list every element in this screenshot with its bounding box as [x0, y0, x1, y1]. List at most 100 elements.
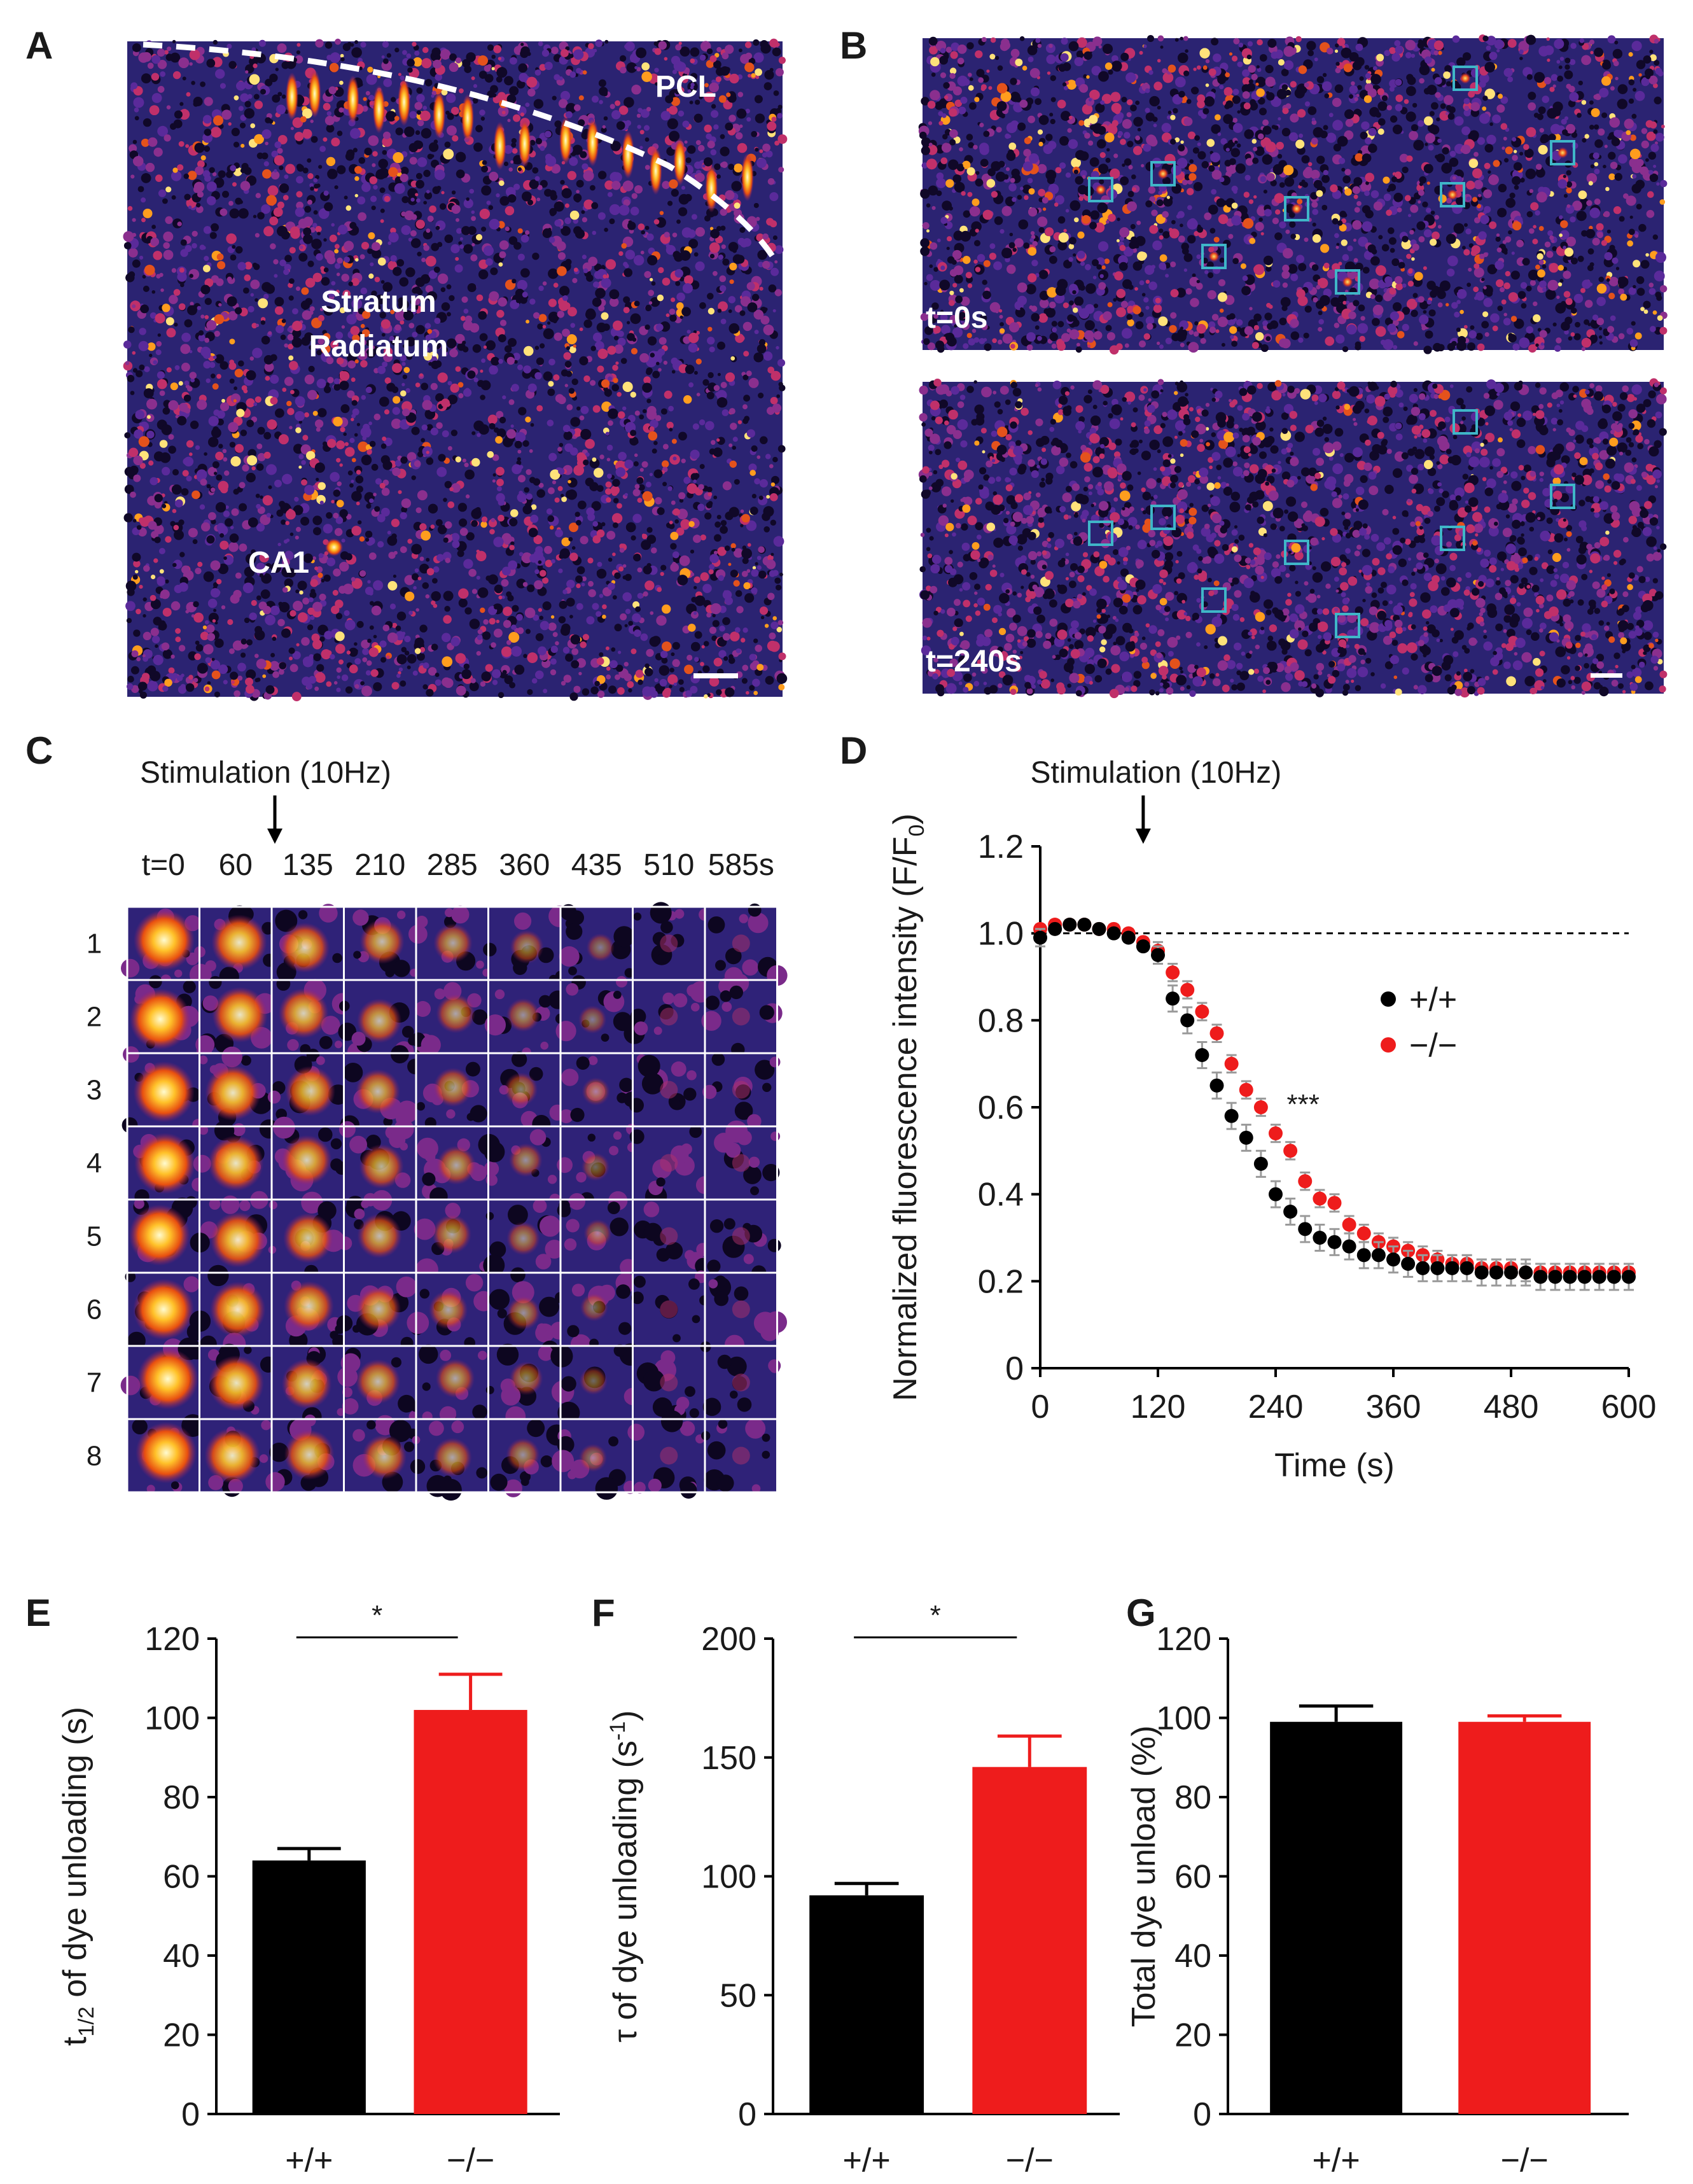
punctum [550, 615, 555, 619]
punctum [182, 76, 186, 81]
punctum [387, 632, 398, 643]
punctum [350, 128, 361, 139]
punctum [146, 430, 155, 439]
punctum [211, 374, 216, 379]
punctum [446, 93, 456, 103]
punctum [755, 113, 765, 123]
punctum [693, 252, 699, 257]
punctum [477, 55, 489, 66]
punctum [228, 362, 237, 370]
punctum [624, 493, 628, 496]
punctum [261, 152, 268, 160]
punctum [709, 626, 717, 634]
punctum [464, 463, 469, 468]
punctum [749, 470, 756, 476]
punctum [751, 445, 758, 452]
punctum [651, 547, 657, 554]
punctum [295, 427, 302, 433]
punctum [456, 685, 466, 696]
punctum [392, 622, 398, 628]
punctum [669, 314, 677, 322]
punctum [265, 141, 268, 146]
punctum [196, 202, 201, 207]
punctum [594, 340, 604, 351]
punctum [443, 678, 454, 689]
punctum [758, 339, 766, 346]
punctum [266, 464, 277, 475]
punctum [631, 347, 638, 355]
punctum [487, 414, 498, 424]
punctum [154, 494, 163, 503]
punctum [354, 193, 358, 198]
punctum [502, 395, 506, 400]
punctum [256, 595, 261, 601]
punctum [508, 167, 513, 172]
punctum [426, 557, 430, 562]
punctum [753, 203, 759, 208]
punctum [307, 607, 315, 615]
punctum [582, 576, 587, 582]
punctum [372, 242, 380, 251]
punctum [603, 274, 607, 279]
punctum [125, 580, 137, 592]
punctum [193, 612, 204, 623]
punctum [643, 591, 648, 597]
punctum [345, 151, 354, 161]
punctum [211, 657, 215, 661]
punctum [188, 528, 198, 538]
punctum [597, 365, 604, 373]
punctum [441, 302, 450, 311]
punctum [572, 546, 576, 550]
punctum [455, 256, 459, 261]
punctum [256, 463, 264, 471]
punctum [461, 669, 471, 680]
punctum [450, 483, 461, 493]
punctum [317, 232, 321, 235]
punctum [755, 68, 762, 76]
punctum [538, 560, 542, 564]
punctum [181, 565, 190, 574]
punctum [336, 272, 340, 277]
punctum [543, 371, 553, 381]
punctum [279, 662, 287, 669]
punctum [561, 226, 571, 236]
punctum [346, 650, 351, 655]
punctum [341, 674, 349, 682]
punctum [187, 305, 197, 316]
punctum [658, 41, 667, 50]
punctum [706, 502, 713, 508]
punctum [681, 458, 686, 463]
punctum [454, 264, 463, 273]
punctum [489, 365, 498, 375]
punctum [178, 303, 186, 311]
punctum [730, 423, 737, 430]
punctum [433, 139, 438, 144]
punctum [619, 547, 625, 553]
punctum [421, 382, 429, 391]
punctum [412, 573, 419, 581]
punctum [219, 402, 230, 412]
punctum [425, 285, 433, 293]
punctum [493, 536, 504, 547]
punctum [770, 493, 778, 501]
punctum [538, 608, 543, 612]
punctum [520, 268, 530, 278]
punctum [281, 628, 291, 638]
punctum [767, 592, 775, 600]
punctum [669, 685, 672, 689]
punctum [749, 507, 758, 515]
punctum [386, 382, 396, 392]
punctum [646, 648, 654, 657]
punctum [207, 633, 215, 641]
punctum [676, 302, 684, 310]
punctum [312, 223, 317, 228]
punctum [345, 205, 351, 211]
punctum [713, 447, 723, 458]
punctum [535, 633, 544, 641]
punctum [542, 601, 552, 610]
punctum [544, 62, 553, 70]
punctum [123, 231, 134, 242]
punctum [504, 76, 513, 86]
punctum [637, 567, 643, 573]
punctum [257, 212, 265, 220]
